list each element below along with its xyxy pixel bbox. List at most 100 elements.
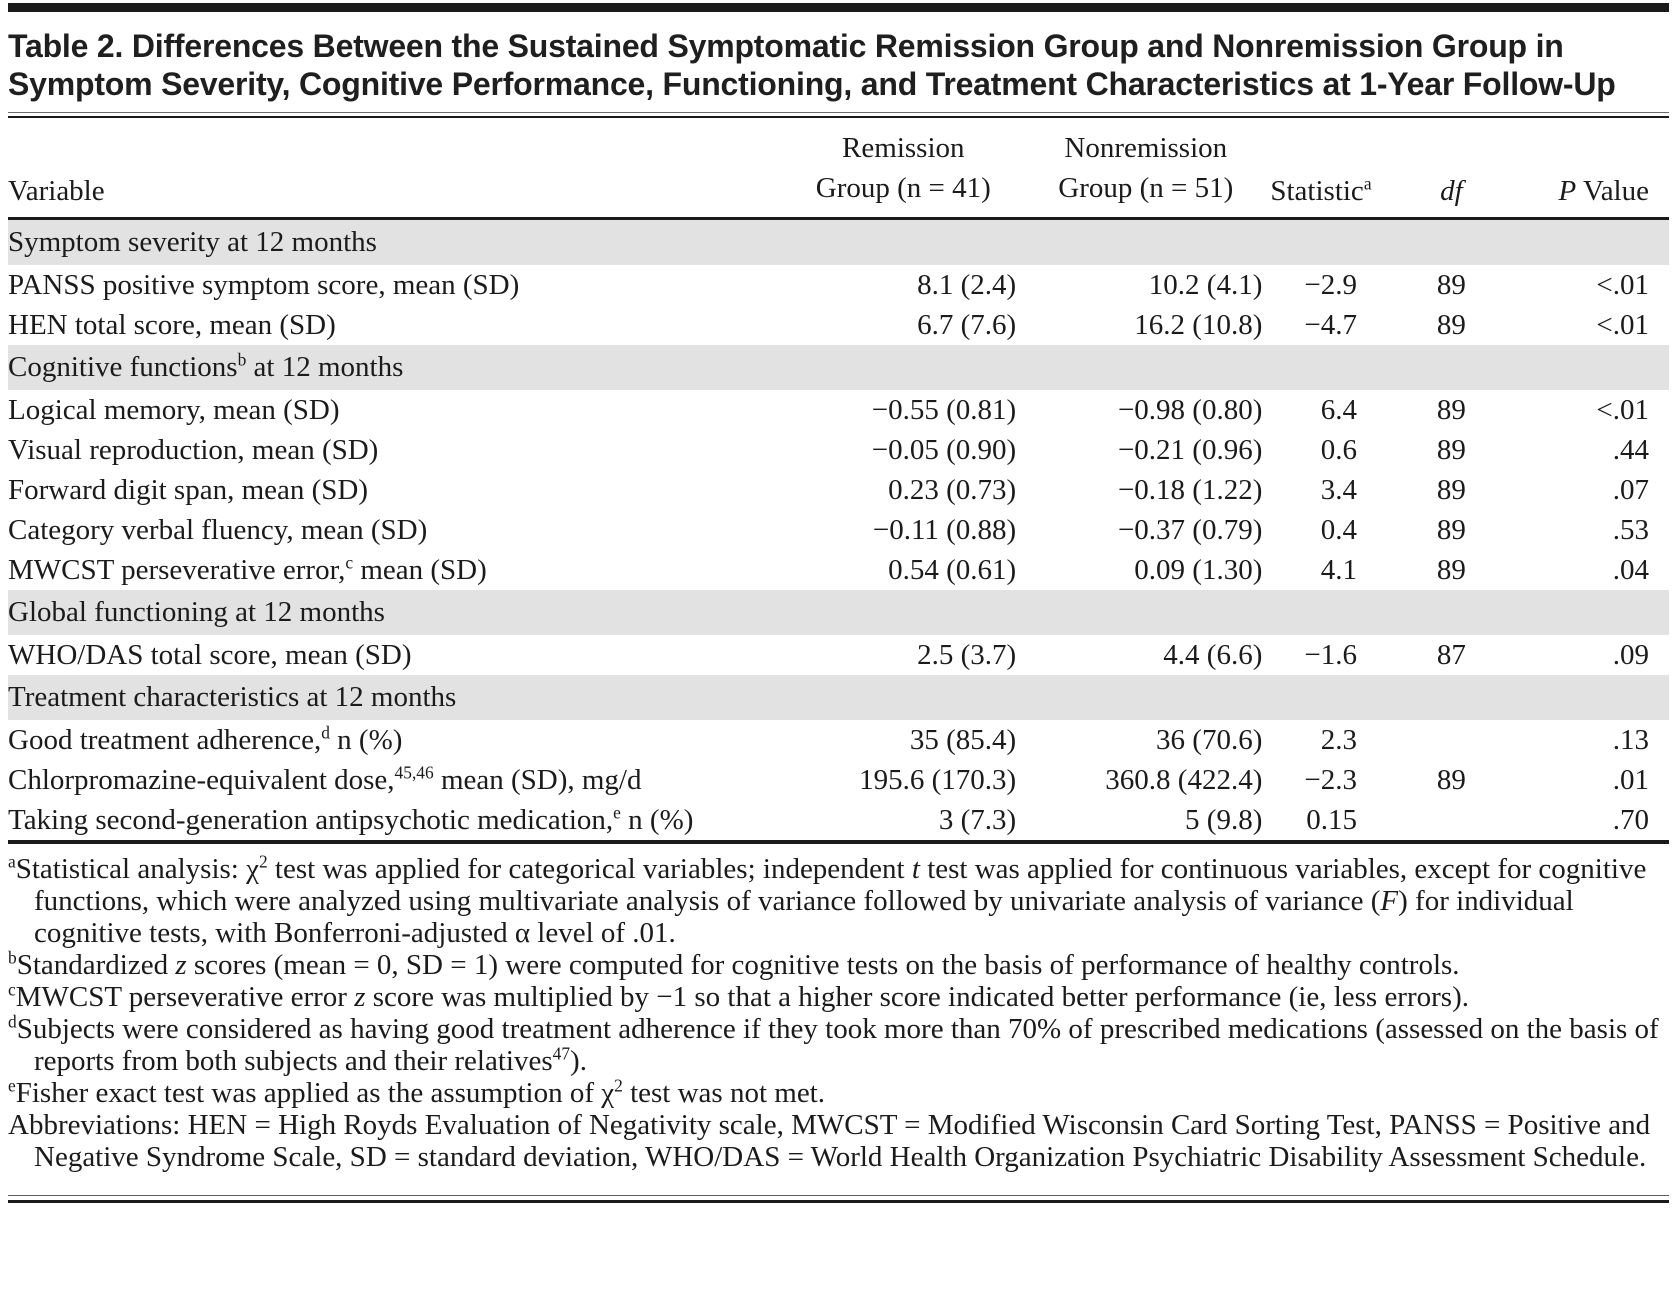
section-label: Treatment characteristics at 12 months xyxy=(8,675,1669,720)
table-bottom-rule xyxy=(8,840,1669,844)
column-header-statistic: Statistica xyxy=(1270,173,1372,207)
section-label: Global functioning at 12 months xyxy=(8,590,1669,635)
cell-df: 89 xyxy=(1436,474,1466,506)
cell-variable: WHO/DAS total score, mean (SD) xyxy=(8,639,412,671)
cell-p-value: <.01 xyxy=(1596,394,1649,426)
cell-nonremission: 16.2 (10.8) xyxy=(1134,309,1263,341)
cell-statistic: 2.3 xyxy=(1320,724,1357,756)
cell-statistic: 6.4 xyxy=(1320,394,1357,426)
cell-nonremission: 0.09 (1.30) xyxy=(1134,554,1263,586)
cell-df: 87 xyxy=(1436,639,1466,671)
cell-df: 89 xyxy=(1436,269,1466,301)
table-row: PANSS positive symptom score, mean (SD) … xyxy=(8,265,1669,305)
footnotes: aStatistical analysis: χ2 test was appli… xyxy=(8,853,1669,1173)
cell-nonremission: −0.18 (1.22) xyxy=(1117,474,1263,506)
figure-bottom-rule xyxy=(8,1195,1669,1203)
cell-nonremission: 36 (70.6) xyxy=(1156,724,1263,756)
cell-p-value: .44 xyxy=(1612,434,1649,466)
cell-df: 89 xyxy=(1436,764,1466,796)
cell-remission: 35 (85.4) xyxy=(909,724,1017,756)
header-row: Variable Remission Group (n = 41) Nonrem… xyxy=(8,118,1669,219)
cell-p-value: .13 xyxy=(1612,724,1649,756)
cell-statistic: −1.6 xyxy=(1304,639,1357,671)
table-row: Chlorpromazine-equivalent dose,45,46 mea… xyxy=(8,760,1669,800)
cell-statistic: −4.7 xyxy=(1304,309,1357,341)
footnote-e: eFisher exact test was applied as the as… xyxy=(8,1075,825,1109)
cell-remission: −0.05 (0.90) xyxy=(871,434,1017,466)
cell-df: 89 xyxy=(1436,554,1466,586)
cell-variable: MWCST perseverative error,c mean (SD) xyxy=(8,552,487,586)
abbreviations-note: Abbreviations: HEN = High Royds Evaluati… xyxy=(8,1109,1651,1173)
cell-statistic: 0.15 xyxy=(1306,804,1357,836)
paper-table-figure: Table 2. Differences Between the Sustain… xyxy=(0,3,1677,1203)
cell-remission: 3 (7.3) xyxy=(938,804,1017,836)
cell-variable: Logical memory, mean (SD) xyxy=(8,394,340,426)
section-row: Cognitive functionsb at 12 months xyxy=(8,345,1669,390)
footnote-b: bStandardized z scores (mean = 0, SD = 1… xyxy=(8,947,1460,981)
section-row: Treatment characteristics at 12 months xyxy=(8,675,1669,720)
cell-variable: PANSS positive symptom score, mean (SD) xyxy=(8,269,520,301)
table-row: Logical memory, mean (SD) −0.55 (0.81) −… xyxy=(8,390,1669,430)
cell-df: 89 xyxy=(1436,514,1466,546)
footnote-c: cMWCST perseverative error z score was m… xyxy=(8,979,1469,1013)
cell-remission: 8.1 (2.4) xyxy=(917,269,1017,301)
cell-nonremission: 4.4 (6.6) xyxy=(1163,639,1263,671)
section-label: Symptom severity at 12 months xyxy=(8,218,1669,265)
cell-variable: Chlorpromazine-equivalent dose,45,46 mea… xyxy=(8,762,642,796)
table-row: Taking second-generation antipsychotic m… xyxy=(8,800,1669,840)
section-row: Global functioning at 12 months xyxy=(8,590,1669,635)
cell-remission: 2.5 (3.7) xyxy=(917,639,1017,671)
cell-nonremission: 360.8 (422.4) xyxy=(1105,764,1263,796)
cell-df: 89 xyxy=(1436,394,1466,426)
column-header-p-value: P Value xyxy=(1558,175,1649,207)
column-header-nonremission: Nonremission Group (n = 51) xyxy=(1058,132,1234,204)
cell-statistic: −2.9 xyxy=(1304,269,1357,301)
cell-df xyxy=(1375,720,1528,760)
cell-remission: −0.11 (0.88) xyxy=(872,514,1017,546)
table-row: MWCST perseverative error,c mean (SD) 0.… xyxy=(8,550,1669,590)
cell-p-value: <.01 xyxy=(1596,309,1649,341)
cell-p-value: .53 xyxy=(1612,514,1649,546)
cell-p-value: <.01 xyxy=(1596,269,1649,301)
footnote-d: dSubjects were considered as having good… xyxy=(8,1011,1659,1077)
cell-statistic: 0.4 xyxy=(1320,514,1357,546)
section-label: Cognitive functionsb at 12 months xyxy=(8,345,1669,390)
section-row: Symptom severity at 12 months xyxy=(8,218,1669,265)
cell-remission: 0.23 (0.73) xyxy=(888,474,1017,506)
cell-df xyxy=(1375,800,1528,840)
footnote-a: aStatistical analysis: χ2 test was appli… xyxy=(8,851,1647,949)
cell-p-value: .07 xyxy=(1612,474,1649,506)
top-rule xyxy=(8,3,1669,12)
cell-variable: Visual reproduction, mean (SD) xyxy=(8,434,379,466)
cell-nonremission: 5 (9.8) xyxy=(1185,804,1263,836)
cell-variable: Category verbal fluency, mean (SD) xyxy=(8,514,428,546)
table-title: Table 2. Differences Between the Sustain… xyxy=(8,28,1616,102)
table-row: WHO/DAS total score, mean (SD) 2.5 (3.7)… xyxy=(8,635,1669,675)
cell-statistic: −2.3 xyxy=(1304,764,1357,796)
cell-statistic: 3.4 xyxy=(1320,474,1357,506)
cell-p-value: .04 xyxy=(1612,554,1649,586)
table-row: Forward digit span, mean (SD) 0.23 (0.73… xyxy=(8,470,1669,510)
cell-variable: Forward digit span, mean (SD) xyxy=(8,474,369,506)
cell-variable: HEN total score, mean (SD) xyxy=(8,309,336,341)
cell-df: 89 xyxy=(1436,309,1466,341)
column-header-remission: Remission Group (n = 41) xyxy=(815,132,991,204)
cell-variable: Taking second-generation antipsychotic m… xyxy=(8,802,694,836)
table-row: HEN total score, mean (SD) 6.7 (7.6) 16.… xyxy=(8,305,1669,345)
cell-remission: −0.55 (0.81) xyxy=(871,394,1017,426)
cell-statistic: 4.1 xyxy=(1320,554,1357,586)
cell-nonremission: −0.98 (0.80) xyxy=(1117,394,1263,426)
cell-remission: 0.54 (0.61) xyxy=(888,554,1017,586)
results-table: Variable Remission Group (n = 41) Nonrem… xyxy=(8,118,1669,840)
cell-remission: 195.6 (170.3) xyxy=(859,764,1017,796)
column-header-df: df xyxy=(1440,175,1463,207)
cell-nonremission: −0.37 (0.79) xyxy=(1117,514,1263,546)
column-header-variable: Variable xyxy=(8,175,105,207)
cell-variable: Good treatment adherence,d n (%) xyxy=(8,722,403,756)
table-row: Category verbal fluency, mean (SD) −0.11… xyxy=(8,510,1669,550)
title-rule xyxy=(8,112,1669,118)
table-row: Visual reproduction, mean (SD) −0.05 (0.… xyxy=(8,430,1669,470)
cell-df: 89 xyxy=(1436,434,1466,466)
table-row: Good treatment adherence,d n (%) 35 (85.… xyxy=(8,720,1669,760)
cell-nonremission: −0.21 (0.96) xyxy=(1117,434,1263,466)
